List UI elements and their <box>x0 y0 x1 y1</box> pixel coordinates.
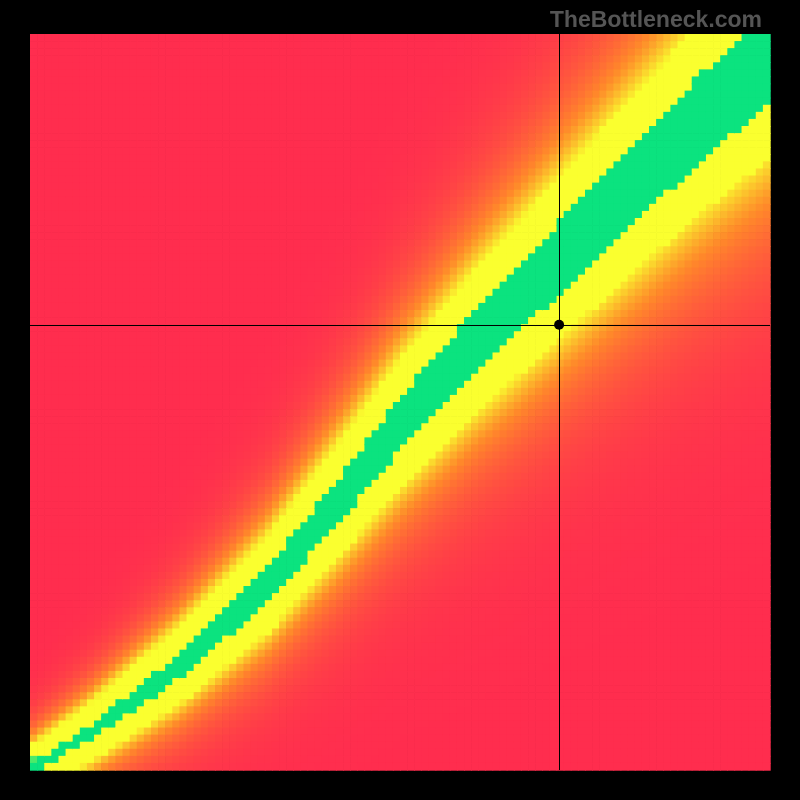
heatmap-canvas <box>0 0 800 800</box>
watermark-label: TheBottleneck.com <box>550 6 762 33</box>
chart-container: { "watermark": { "text": "TheBottleneck.… <box>0 0 800 800</box>
